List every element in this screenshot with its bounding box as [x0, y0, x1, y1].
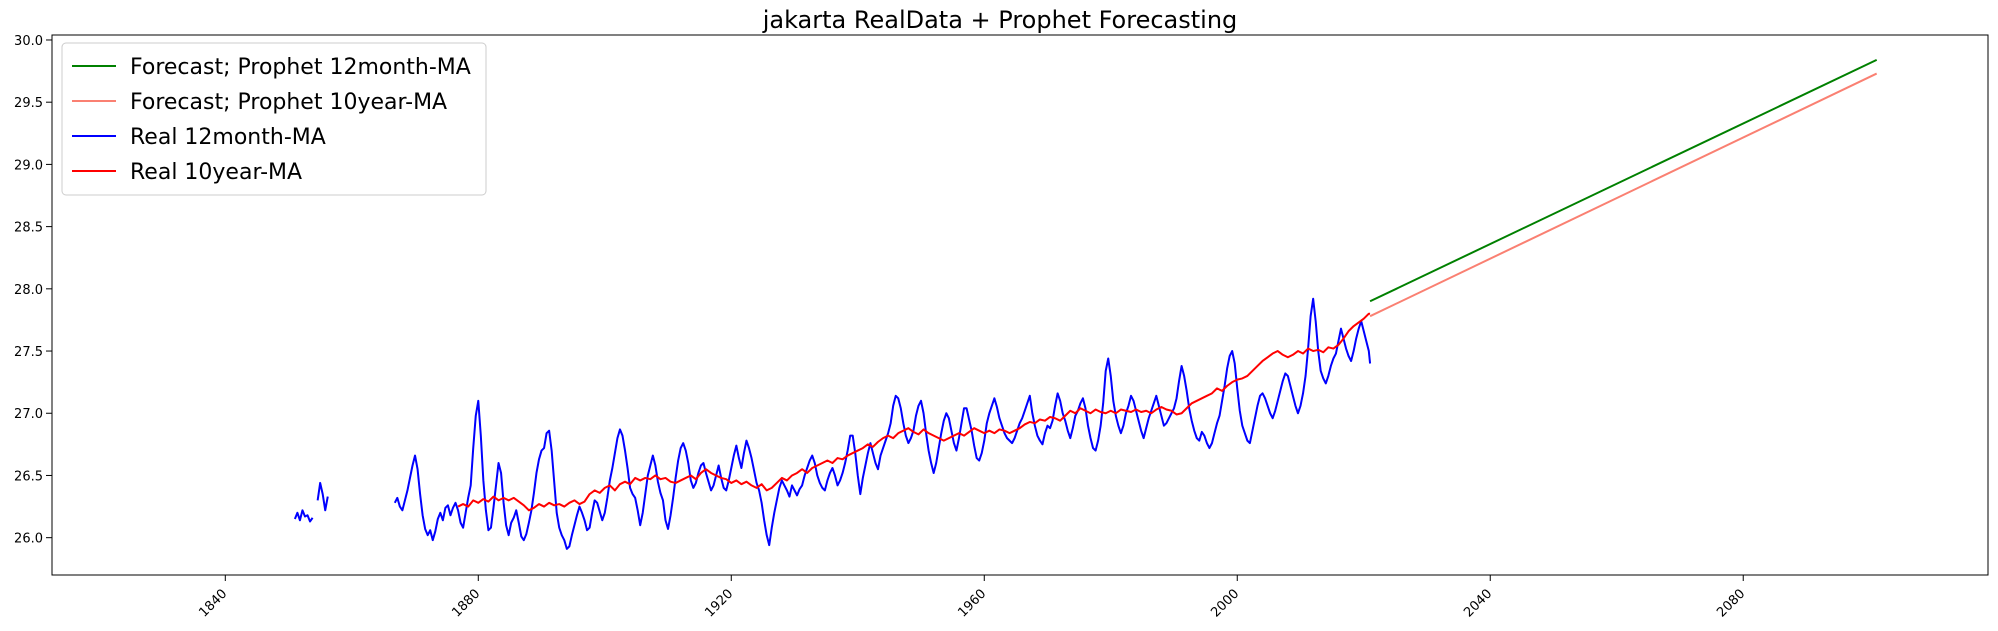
series-layer: [293, 58, 1878, 550]
series-line-forecast-prophet-10year-ma: [1369, 72, 1878, 318]
plot-frame: [51, 34, 1989, 576]
series-line-real-12month-ma-segment-2: [316, 481, 329, 512]
y-tick-label: 27.0: [14, 407, 43, 422]
chart-title: jakarta RealData + Prophet Forecasting: [762, 6, 1238, 34]
legend-label-forecast-prophet-12month-ma: Forecast; Prophet 12month-MA: [130, 55, 471, 80]
legend: Forecast; Prophet 12month-MA Forecast; Pr…: [61, 42, 487, 196]
legend-label-real-12month-ma: Real 12month-MA: [130, 125, 326, 150]
y-tick-label: 28.0: [14, 283, 43, 298]
series-line-real-10year-ma: [457, 312, 1371, 512]
y-tick-label: 30.0: [14, 34, 43, 49]
legend-label-forecast-prophet-10year-ma: Forecast; Prophet 10year-MA: [130, 90, 447, 115]
y-tick-label: 29.0: [14, 158, 43, 173]
y-axis: 26.0 26.5 27.0 27.5 28.0 28.5 29.0 29.5 30.0: [14, 34, 52, 547]
series-line-real-12month-ma-segment-3: [393, 297, 1372, 550]
legend-label-real-10year-ma: Real 10year-MA: [130, 160, 302, 185]
y-tick-label: 27.5: [14, 345, 43, 360]
series-line-forecast-prophet-12month-ma: [1369, 58, 1878, 303]
series-line-real-12month-ma-segment-1: [293, 509, 314, 523]
y-tick-label: 26.5: [14, 469, 43, 484]
y-tick-label: 28.5: [14, 221, 43, 236]
y-tick-label: 26.0: [14, 532, 43, 547]
legend-box: [61, 42, 487, 196]
y-tick-label: 29.5: [14, 96, 43, 111]
